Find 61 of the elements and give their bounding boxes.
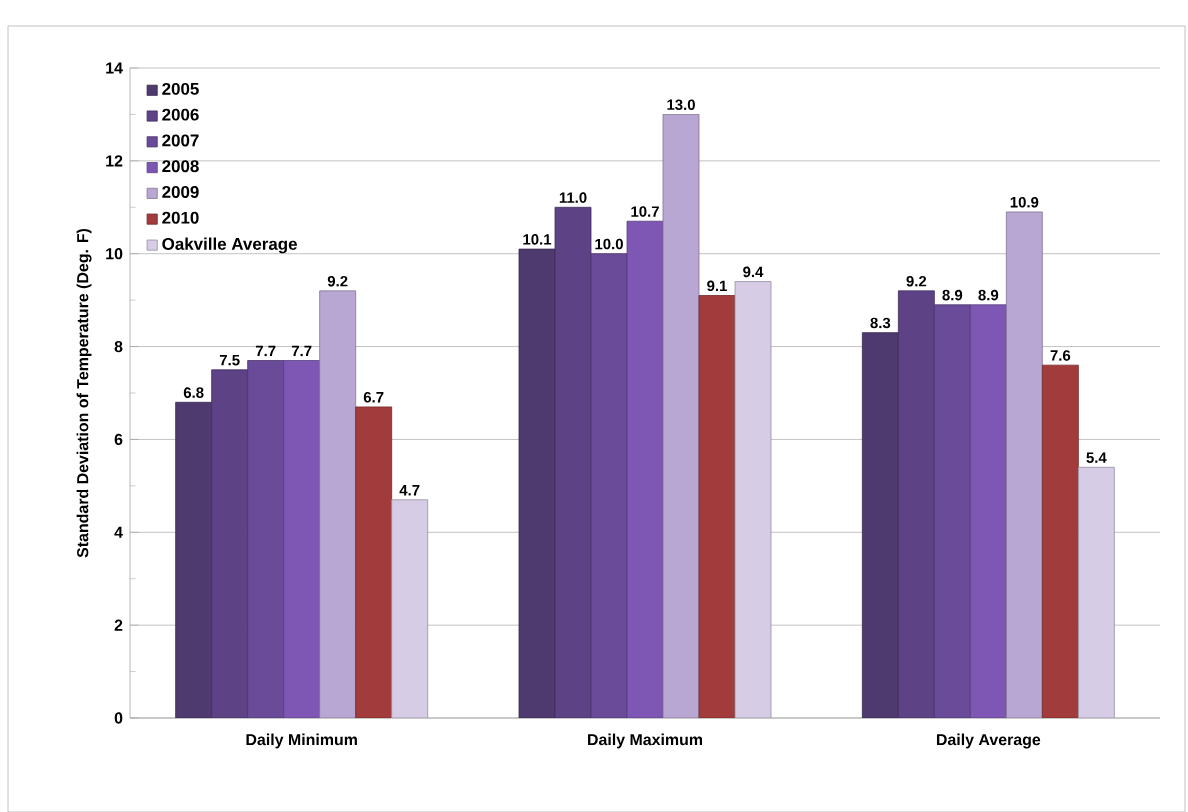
bar: [355, 406, 393, 718]
data-label: 9.2: [327, 275, 348, 287]
data-label: 13.0: [667, 99, 695, 111]
y-tick-label: 12: [106, 155, 123, 167]
bar: [211, 369, 249, 718]
data-label: 10.0: [595, 238, 623, 250]
data-label: 11.0: [559, 192, 587, 203]
data-label: 7.5: [219, 354, 240, 366]
y-tick-label: 14: [106, 62, 123, 74]
y-tick-label: 6: [114, 433, 123, 446]
y-axis-title: Standard Deviation of Temperature (Deg. F): [76, 228, 92, 558]
bar: [1077, 466, 1115, 718]
y-tick-label: 4: [114, 526, 123, 538]
data-label: 6.7: [363, 391, 384, 403]
bar: [247, 360, 285, 718]
data-label: 8.9: [978, 289, 999, 301]
bar: [590, 253, 628, 718]
bar: [175, 401, 213, 718]
bar: [698, 295, 736, 718]
legend-label: 2008: [162, 160, 199, 173]
legend-label: Oakville Average: [162, 237, 297, 254]
bar: [933, 304, 971, 718]
data-label: 7.6: [1050, 350, 1071, 361]
y-tick-label: 0: [114, 712, 123, 724]
data-label: 8.3: [870, 317, 891, 329]
bar: [391, 499, 429, 718]
bar: [1005, 211, 1043, 718]
bar: [518, 248, 556, 718]
bar: [662, 114, 700, 718]
x-tick-label: Daily Minimum: [246, 733, 357, 749]
bar: [861, 332, 899, 718]
legend-label: 2009: [162, 185, 199, 198]
bar: [319, 290, 357, 718]
bar: [626, 220, 664, 718]
data-label: 10.9: [1010, 196, 1039, 208]
data-label: 10.7: [631, 206, 659, 217]
legend-label: 2007: [162, 134, 199, 147]
y-tick-label: 10: [106, 248, 123, 260]
data-label: 7.7: [291, 345, 312, 357]
data-label: 9.1: [707, 280, 727, 292]
legend-label: 2006: [162, 108, 199, 121]
data-label: 9.2: [906, 275, 927, 287]
data-label: 4.7: [399, 485, 420, 496]
x-tick-label: Daily Maximum: [588, 733, 703, 749]
y-tick-label: 8: [114, 340, 123, 353]
bar: [1041, 364, 1079, 718]
data-label: 7.7: [255, 345, 276, 357]
legend-label: 2005: [162, 82, 199, 95]
data-label: 8.9: [942, 289, 963, 301]
bar: [554, 206, 592, 718]
data-label: 9.4: [743, 266, 764, 278]
bar: [283, 360, 321, 718]
bar: [969, 304, 1007, 718]
data-label: 10.1: [523, 234, 552, 245]
y-tick-label: 2: [114, 619, 123, 631]
legend-label: 2010: [162, 211, 199, 224]
data-label: 5.4: [1086, 452, 1107, 463]
data-label: 6.8: [183, 387, 204, 398]
bar: [734, 281, 772, 718]
x-tick-label: Daily Average: [936, 733, 1041, 749]
bar: [897, 290, 935, 718]
